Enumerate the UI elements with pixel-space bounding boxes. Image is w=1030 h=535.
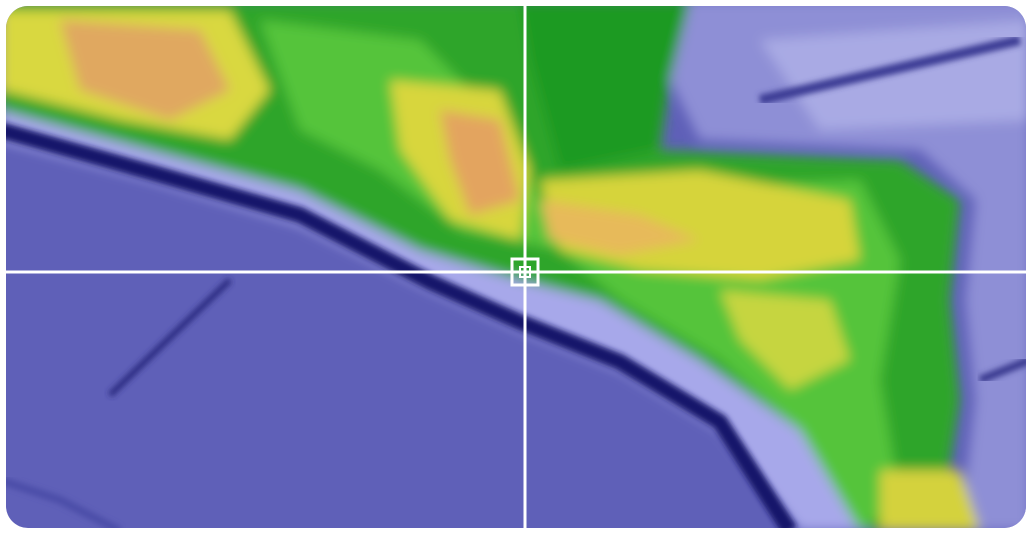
crosshair-center: [510, 257, 540, 287]
crosshair-center-inner: [519, 266, 531, 278]
